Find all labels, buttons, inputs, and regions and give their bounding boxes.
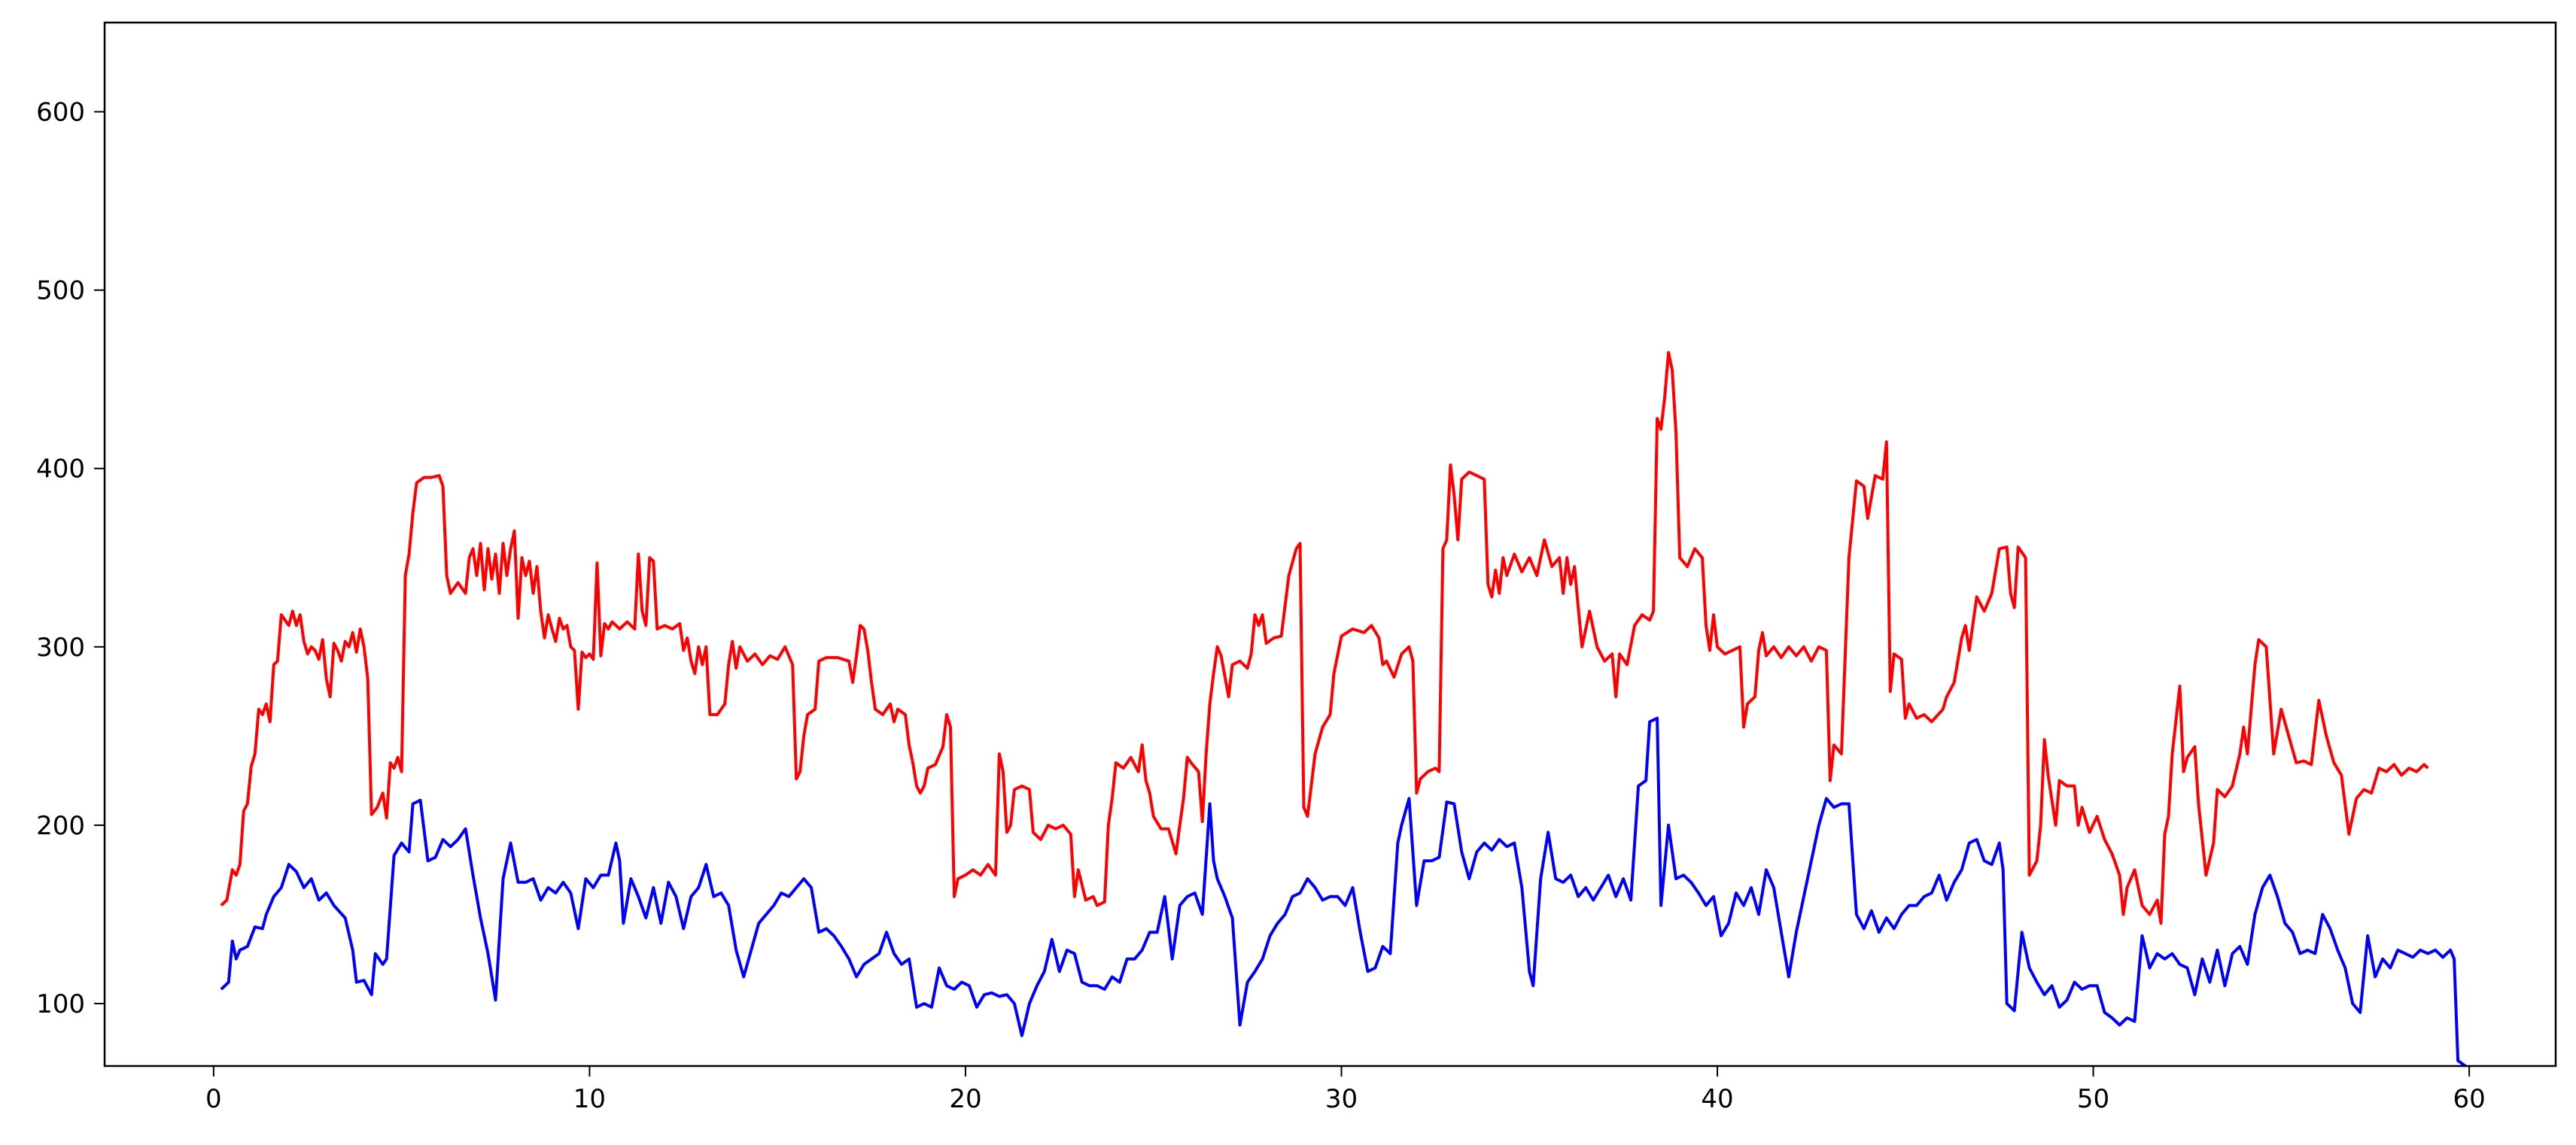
x-tick-label: 50 xyxy=(2077,1084,2109,1114)
y-tick-label: 600 xyxy=(36,98,85,128)
x-tick-label: 40 xyxy=(1701,1084,1733,1114)
x-tick-label: 0 xyxy=(205,1084,222,1114)
x-tick-label: 30 xyxy=(1325,1084,1358,1114)
x-tick-label: 10 xyxy=(573,1084,606,1114)
y-tick-label: 100 xyxy=(36,989,85,1019)
y-tick-label: 300 xyxy=(36,633,85,663)
x-axis: 0 10 20 30 40 50 60 xyxy=(205,1066,2486,1114)
plot-frame xyxy=(103,21,2557,1068)
y-axis: 100 200 300 400 500 600 xyxy=(36,98,105,1019)
y-tick-label: 500 xyxy=(36,276,85,306)
x-tick-label: 20 xyxy=(949,1084,981,1114)
series-line-2 xyxy=(220,716,2467,1068)
series-layer xyxy=(220,351,2467,1068)
series-line-1 xyxy=(220,351,2429,925)
y-tick-label: 200 xyxy=(36,811,85,841)
x-tick-label: 60 xyxy=(2453,1084,2485,1114)
y-tick-label: 400 xyxy=(36,454,85,484)
